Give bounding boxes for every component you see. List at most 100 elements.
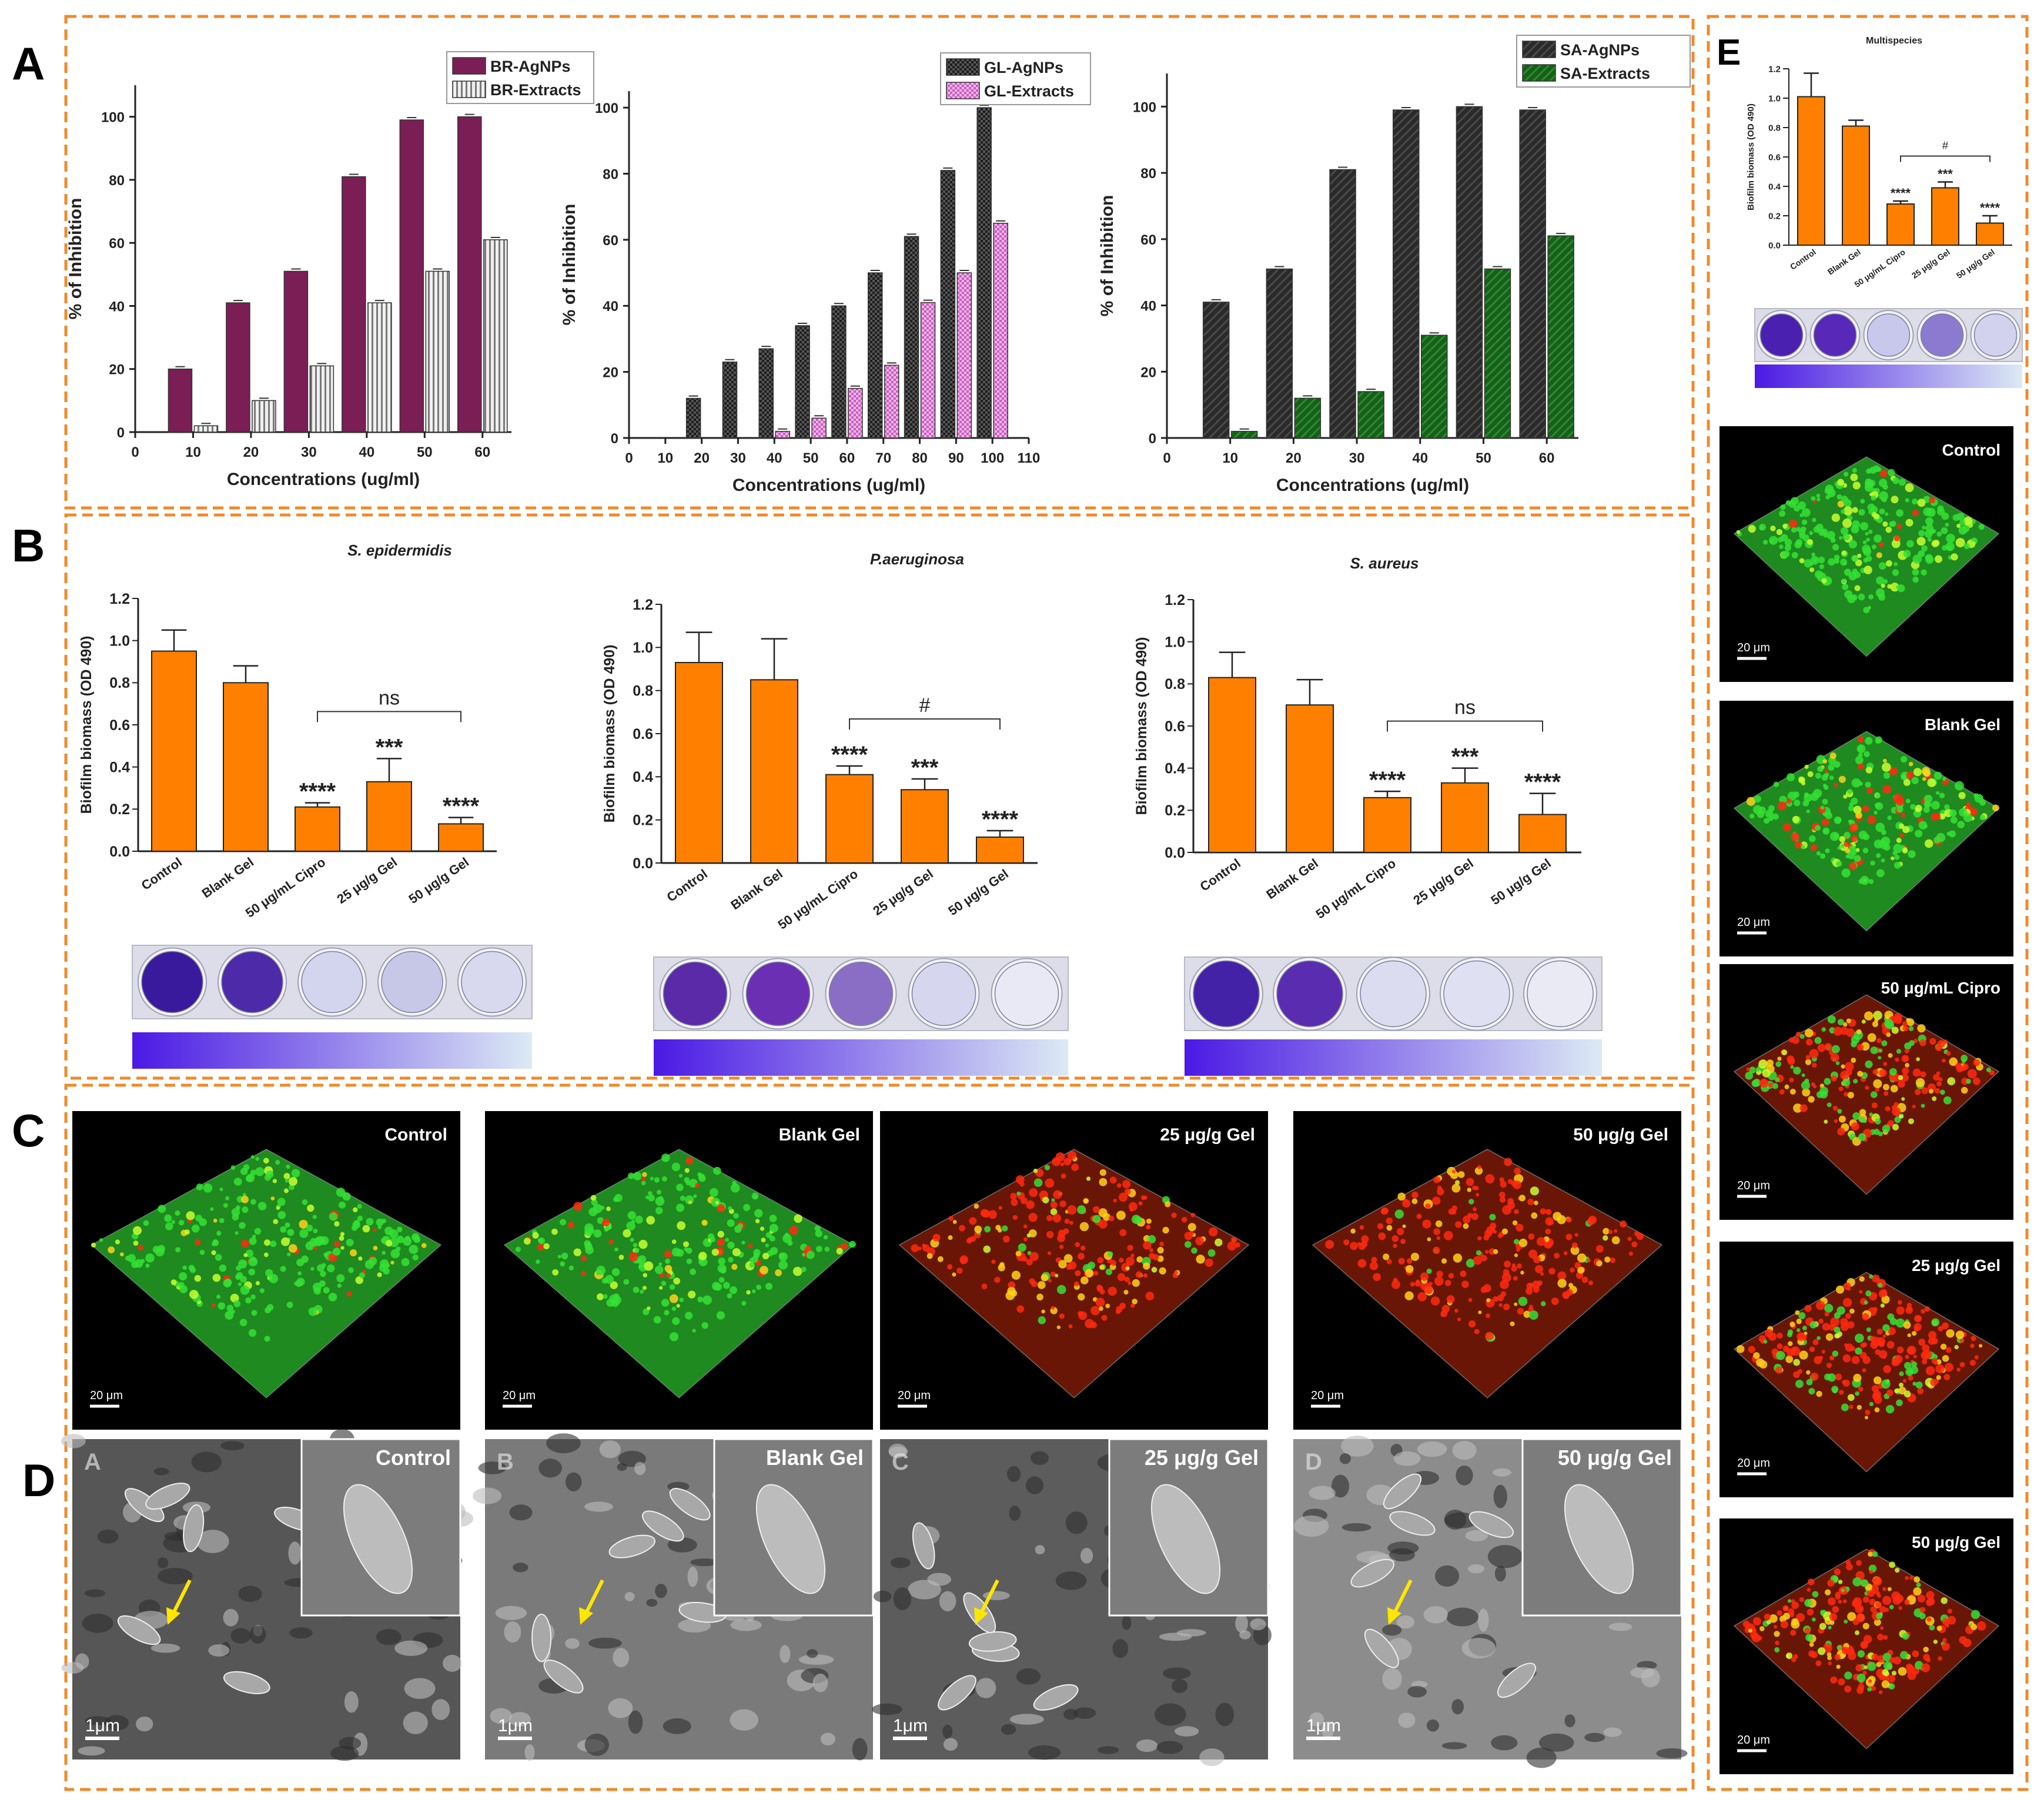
- well: [1360, 960, 1427, 1028]
- cell-speck: [1406, 1265, 1414, 1273]
- cell-speck: [1892, 569, 1899, 576]
- sem-texture: [1136, 1739, 1158, 1752]
- cell-speck: [1921, 1663, 1931, 1672]
- x-tick-label: 30: [1349, 450, 1365, 466]
- category-label: 50 μg/mL Cipro: [243, 855, 328, 921]
- cell-speck: [1850, 1346, 1856, 1352]
- cell-speck: [1797, 1332, 1806, 1342]
- cell-speck: [1809, 567, 1815, 573]
- cell-speck: [1381, 1207, 1389, 1215]
- sem-texture: [238, 1585, 262, 1603]
- cell-speck: [1215, 1238, 1223, 1247]
- cell-speck: [999, 1262, 1005, 1267]
- well: [461, 951, 523, 1013]
- y-tick-label: 0.8: [633, 683, 653, 699]
- cell-speck: [1749, 1066, 1757, 1074]
- cell-speck: [633, 1172, 642, 1180]
- cell-speck: [1827, 1015, 1836, 1024]
- cell-speck: [1053, 1190, 1062, 1199]
- y-tick-label: 0: [1149, 431, 1156, 447]
- cell-speck: [1476, 1193, 1480, 1197]
- cell-speck: [1830, 1053, 1839, 1062]
- cell-speck: [1856, 1404, 1862, 1410]
- scale-bar-label: 1μm: [893, 1716, 928, 1735]
- cell-speck: [1901, 812, 1906, 818]
- sem-texture: [1250, 1618, 1266, 1631]
- cell-speck: [281, 1237, 290, 1246]
- x-tick-label: 50: [803, 450, 819, 466]
- sem-texture: [1080, 1547, 1093, 1564]
- cell-speck: [1870, 1606, 1877, 1613]
- legend-swatch: [452, 81, 486, 98]
- cell-speck: [1844, 1685, 1852, 1693]
- cell-speck: [1123, 1290, 1129, 1295]
- cell-speck: [1468, 1297, 1473, 1302]
- cell-speck: [1790, 832, 1800, 841]
- cell-speck: [1912, 1650, 1919, 1657]
- cell-speck: [698, 1173, 705, 1180]
- cell-speck: [1776, 1351, 1785, 1360]
- cell-speck: [1849, 1404, 1854, 1409]
- cell-speck: [1944, 1363, 1953, 1372]
- cell-speck: [606, 1206, 611, 1212]
- cell-speck: [593, 1229, 602, 1238]
- cell-speck: [1812, 1062, 1817, 1068]
- bar-br-extracts: [193, 425, 219, 433]
- cell-speck: [1802, 534, 1809, 541]
- cell-speck: [1545, 1209, 1552, 1215]
- cell-speck: [1946, 533, 1955, 543]
- cell-speck: [1844, 1671, 1852, 1680]
- cell-speck: [145, 1263, 150, 1268]
- cell-speck: [1777, 1332, 1783, 1339]
- cell-speck: [240, 1285, 250, 1295]
- cell-speck: [1947, 1077, 1956, 1086]
- cell-speck: [641, 1176, 646, 1182]
- cell-speck: [1105, 1303, 1110, 1309]
- cell-speck: [717, 1204, 725, 1213]
- cell-speck: [823, 1235, 828, 1240]
- cell-speck: [1471, 1185, 1477, 1190]
- yellow-arrow: [170, 1579, 192, 1617]
- cell-speck: [1812, 1591, 1819, 1598]
- bacterium: [1364, 1628, 1399, 1668]
- cell-speck: [1570, 1246, 1580, 1255]
- cell-speck: [1882, 785, 1892, 794]
- bar-sa-agnps: [1202, 302, 1230, 439]
- bar: [1518, 814, 1567, 853]
- confocal-label: Control: [1942, 441, 2000, 459]
- cell-speck: [1511, 1265, 1517, 1272]
- cell-speck: [1835, 1373, 1842, 1381]
- confocal-label: 50 μg/g Gel: [1573, 1125, 1668, 1145]
- cell-speck: [1151, 1267, 1158, 1273]
- cell-speck: [1530, 1186, 1539, 1196]
- cell-speck: [358, 1256, 363, 1261]
- cell-speck: [1386, 1217, 1393, 1225]
- cell-speck: [648, 1195, 655, 1202]
- cell-speck: [1518, 1296, 1528, 1306]
- cell-speck: [1969, 1360, 1976, 1366]
- sem-sub-letter: D: [1305, 1449, 1322, 1475]
- sem-texture: [1174, 1726, 1199, 1737]
- cell-speck: [1866, 468, 1872, 474]
- sem-texture: [1339, 1453, 1351, 1464]
- cell-speck: [1067, 1205, 1077, 1215]
- sem-texture: [584, 1501, 613, 1512]
- cell-speck: [1971, 1624, 1978, 1631]
- cell-speck: [642, 1172, 647, 1178]
- cell-speck: [1514, 1302, 1518, 1306]
- bar: [1208, 677, 1256, 854]
- cell-speck: [1116, 1183, 1122, 1188]
- cell-speck: [1892, 1123, 1899, 1130]
- cell-speck: [1813, 558, 1817, 563]
- cell-speck: [1961, 1055, 1968, 1062]
- cell-speck: [1759, 1626, 1765, 1631]
- cell-speck: [1181, 1217, 1187, 1223]
- cell-speck: [1818, 1319, 1824, 1324]
- cell-speck: [1829, 775, 1834, 780]
- cell-speck: [338, 1201, 346, 1209]
- cell-speck: [1942, 1322, 1949, 1330]
- cell-speck: [1949, 830, 1956, 838]
- cell-speck: [733, 1213, 739, 1219]
- cell-speck: [1571, 1242, 1578, 1249]
